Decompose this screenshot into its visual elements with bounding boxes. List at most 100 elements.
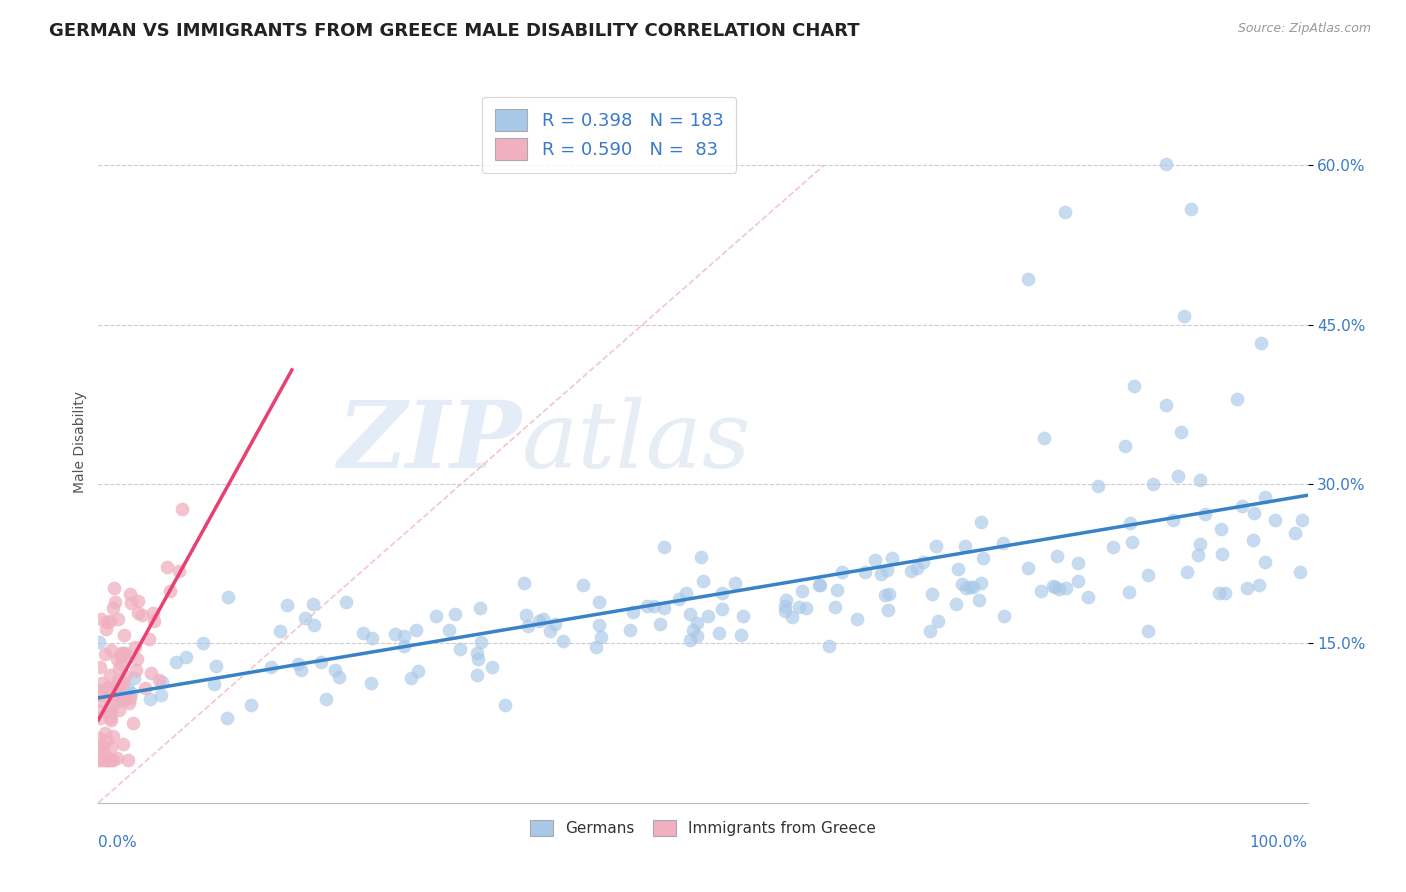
Point <box>139 691 162 706</box>
Point <box>807 578 830 592</box>
Point <box>636 599 658 614</box>
Point <box>217 711 239 725</box>
Point <box>468 600 491 615</box>
Point <box>865 553 887 567</box>
Point <box>287 657 309 671</box>
Point <box>90 612 112 626</box>
Point <box>96 753 118 767</box>
Point <box>405 624 427 638</box>
Point <box>787 600 810 615</box>
Point <box>352 626 374 640</box>
Point <box>724 576 747 591</box>
Point <box>142 606 165 620</box>
Point <box>1250 335 1272 350</box>
Point <box>824 599 846 614</box>
Point <box>94 622 117 636</box>
Point <box>1253 555 1275 569</box>
Point <box>1118 585 1140 599</box>
Point <box>1054 581 1077 595</box>
Point <box>1017 560 1039 574</box>
Point <box>1226 392 1249 407</box>
Point <box>143 614 166 628</box>
Point <box>1180 202 1202 217</box>
Point <box>124 640 146 655</box>
Point <box>89 731 111 746</box>
Point <box>877 602 900 616</box>
Point <box>733 608 755 623</box>
Point <box>97 680 120 694</box>
Text: ZIP: ZIP <box>337 397 522 486</box>
Point <box>205 659 228 673</box>
Point <box>90 694 112 708</box>
Point <box>112 646 135 660</box>
Point <box>905 561 928 575</box>
Point <box>1046 549 1069 563</box>
Point <box>120 596 142 610</box>
Point <box>101 601 124 615</box>
Point <box>269 624 291 638</box>
Point <box>108 703 131 717</box>
Point <box>1156 398 1178 412</box>
Point <box>131 607 153 622</box>
Point <box>315 691 337 706</box>
Point <box>696 608 718 623</box>
Point <box>114 691 136 706</box>
Point <box>100 642 122 657</box>
Point <box>121 716 143 731</box>
Point <box>139 665 162 680</box>
Point <box>650 616 672 631</box>
Text: Source: ZipAtlas.com: Source: ZipAtlas.com <box>1237 22 1371 36</box>
Point <box>101 730 124 744</box>
Point <box>384 627 406 641</box>
Point <box>494 698 516 712</box>
Point <box>1291 513 1313 527</box>
Point <box>544 616 567 631</box>
Point <box>105 652 128 666</box>
Point <box>89 711 111 725</box>
Point <box>1119 516 1142 531</box>
Point <box>679 607 702 621</box>
Point <box>959 580 981 594</box>
Point <box>817 639 839 653</box>
Point <box>118 696 141 710</box>
Point <box>1077 591 1099 605</box>
Point <box>93 753 115 767</box>
Point <box>668 591 690 606</box>
Point <box>972 550 994 565</box>
Point <box>877 587 900 601</box>
Point <box>773 604 796 618</box>
Point <box>652 540 675 554</box>
Point <box>585 640 607 654</box>
Point <box>110 657 132 671</box>
Point <box>91 675 114 690</box>
Point <box>100 706 122 720</box>
Point <box>707 626 730 640</box>
Text: 0.0%: 0.0% <box>98 835 138 850</box>
Point <box>1029 583 1052 598</box>
Text: 100.0%: 100.0% <box>1250 835 1308 850</box>
Point <box>127 606 149 620</box>
Point <box>794 601 817 615</box>
Point <box>621 605 644 619</box>
Point <box>127 594 149 608</box>
Point <box>991 535 1014 549</box>
Point <box>98 753 121 767</box>
Point <box>1121 535 1143 549</box>
Point <box>1284 525 1306 540</box>
Point <box>572 578 595 592</box>
Point <box>654 600 676 615</box>
Point <box>679 633 702 648</box>
Point <box>120 686 142 700</box>
Point <box>87 753 110 767</box>
Point <box>107 612 129 626</box>
Point <box>114 646 136 660</box>
Point <box>470 635 492 649</box>
Point <box>105 751 128 765</box>
Point <box>808 578 831 592</box>
Point <box>1208 586 1230 600</box>
Point <box>89 688 111 702</box>
Point <box>711 602 734 616</box>
Point <box>773 599 796 614</box>
Point <box>302 618 325 632</box>
Point <box>1189 537 1212 551</box>
